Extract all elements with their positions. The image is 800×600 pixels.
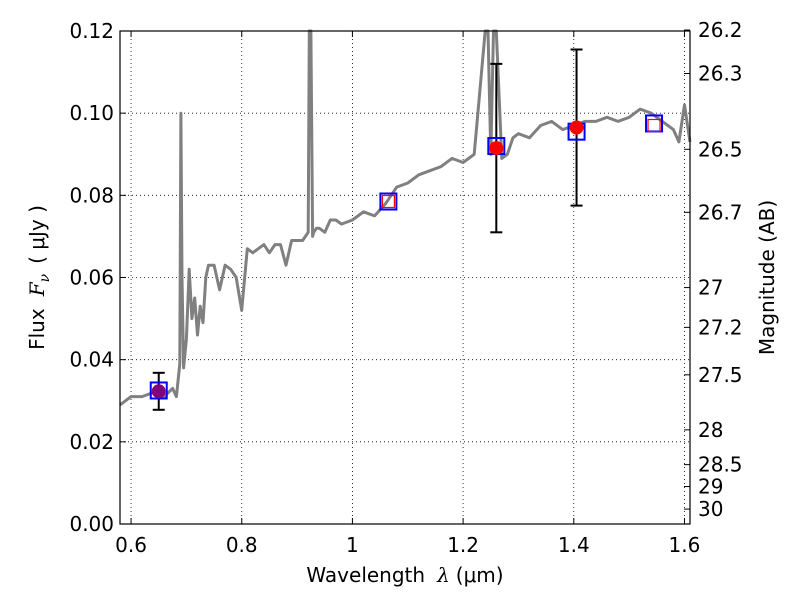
y-tick-label: 0.06 [69, 266, 114, 290]
magnitude-tick-label: 27 [698, 276, 723, 300]
magnitude-tick-label: 27.5 [698, 363, 743, 387]
magnitude-tick-label: 28 [698, 418, 723, 442]
y-tick-label: 0.00 [69, 512, 114, 536]
observed-upper-marker [381, 194, 395, 209]
x-tick-label: 1.2 [447, 533, 479, 557]
y-tick-label: 0.02 [69, 430, 114, 454]
y-tick-label: 0.04 [69, 348, 114, 372]
x-tick-label: 1.6 [669, 533, 701, 557]
magnitude-tick-label: 29 [698, 475, 723, 499]
template-spectrum [119, 29, 692, 407]
magnitude-tick-label: 26.7 [698, 200, 743, 224]
y-tick-label: 0.12 [69, 19, 114, 43]
magnitude-tick-label: 27.2 [698, 315, 743, 339]
error-bars [152, 48, 583, 411]
y-tick-label: 0.10 [69, 101, 114, 125]
x-tick-label: 1.4 [558, 533, 590, 557]
x-tick-label: 0.8 [226, 533, 258, 557]
magnitude-tick-label: 30 [698, 497, 723, 521]
model-point-square [149, 381, 168, 400]
magnitude-tick-label: 26.5 [698, 137, 743, 161]
template-spectrum-line [119, 29, 692, 407]
x-tick-label: 0.6 [115, 533, 147, 557]
magnitude-tick-label: 26.3 [698, 62, 743, 86]
observed-upper-marker [647, 118, 661, 133]
magnitude-axis-label: Magnitude (AB) [755, 200, 779, 355]
model-photometry-points [149, 114, 664, 400]
y-tick-label: 0.08 [69, 183, 114, 207]
magnitude-tick-label: 28.5 [698, 453, 743, 477]
observed-point [151, 384, 166, 399]
observed-point [489, 141, 504, 156]
x-axis-label: Wavelength λ (μm) [306, 563, 503, 587]
y-axis-label: FluxFν( μJy ) [25, 205, 53, 350]
model-point-square [379, 192, 398, 211]
observed-point [569, 120, 584, 135]
y-axis-ticks: 0.00 0.02 0.04 0.06 0.08 0.10 0.12 [69, 19, 126, 536]
x-tick-label: 1 [346, 533, 359, 557]
observed-photometry-points [151, 118, 661, 399]
magnitude-tick-label: 26.2 [698, 18, 743, 42]
x-axis-ticks: 0.6 0.8 1 1.2 1.4 1.6 [115, 31, 700, 557]
